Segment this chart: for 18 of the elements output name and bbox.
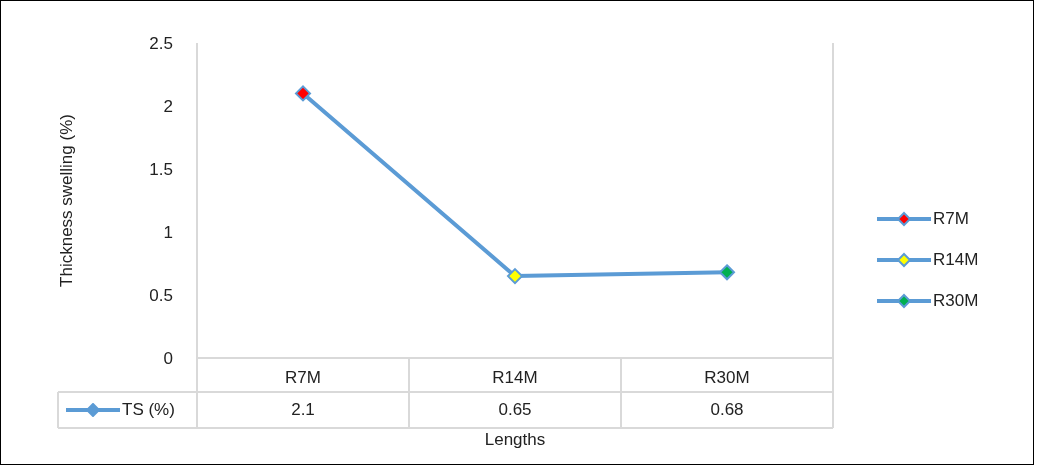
x-axis-title: Lengths: [483, 430, 547, 450]
y-tick-label: 0: [163, 349, 173, 369]
category-label: R30M: [933, 290, 979, 310]
data-label: 0.68: [709, 399, 745, 421]
legend-label: TS (%): [122, 400, 175, 420]
y-tick-label: 2.5: [149, 34, 173, 54]
y-tick-label: 1: [163, 223, 173, 243]
y-tick-label: 2: [163, 97, 173, 117]
y-tick-label: 0.5: [149, 286, 173, 306]
x-tick-label: R30M: [704, 368, 750, 388]
y-axis-title: Thickness swelling (%): [57, 114, 76, 287]
y-tick-label: 1.5: [149, 160, 173, 180]
x-tick-label: R7M: [285, 368, 321, 388]
data-label: 0.65: [497, 399, 533, 421]
data-label: 2.1: [290, 399, 316, 421]
category-label: R7M: [933, 208, 969, 228]
category-label: R14M: [933, 249, 979, 269]
x-tick-label: R14M: [492, 368, 538, 388]
